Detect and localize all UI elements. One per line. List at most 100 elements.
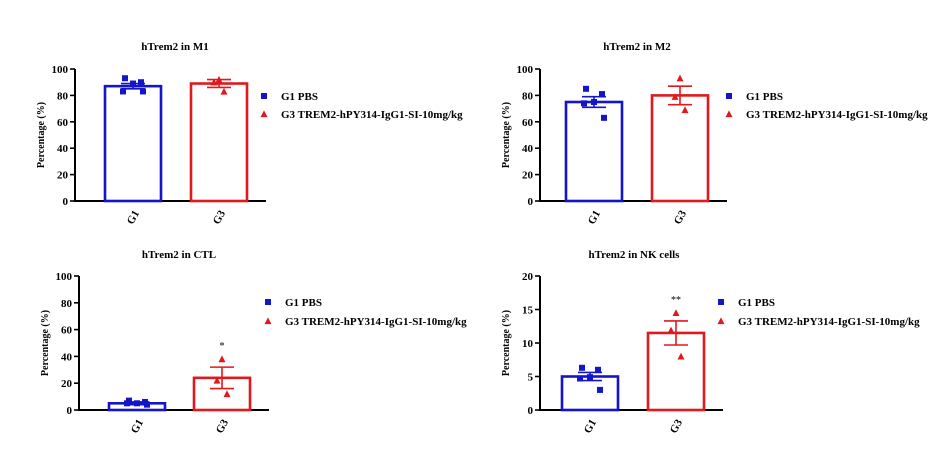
bar-g3: ** <box>646 295 706 412</box>
y-tick-label: 0 <box>528 405 534 417</box>
data-point <box>579 364 585 371</box>
legend-marker-g1 <box>726 93 732 99</box>
data-point <box>140 88 146 95</box>
y-axis-label: Percentage (%) <box>36 102 47 168</box>
data-point <box>677 352 685 360</box>
legend-label: G1 PBS <box>281 91 318 103</box>
y-tick-label: 100 <box>517 64 534 76</box>
bar-rect <box>560 375 620 412</box>
y-tick-label: 100 <box>52 64 69 76</box>
x-tick-label: G3 <box>211 208 229 227</box>
data-point <box>601 114 607 121</box>
legend-label: G1 PBS <box>746 91 783 103</box>
bar-rect <box>564 100 624 203</box>
y-tick-label: 80 <box>522 90 534 102</box>
legend: G1 PBS G3 TREM2-hPY314-IgG1-SI-10mg/kg <box>264 297 467 328</box>
data-point <box>581 100 587 107</box>
data-point <box>124 400 130 407</box>
y-tick-label: 60 <box>522 117 534 129</box>
bar-g1 <box>103 75 163 203</box>
legend-label: G1 PBS <box>285 297 322 309</box>
bar-rect <box>650 94 710 203</box>
data-point <box>681 106 689 114</box>
significance-marker: ** <box>671 295 681 306</box>
x-tick-label: G1 <box>586 208 603 226</box>
data-point <box>676 74 684 82</box>
legend-marker-g3 <box>717 317 725 325</box>
x-tick-label: G3 <box>214 417 232 436</box>
y-tick-label: 20 <box>57 170 69 182</box>
x-tick-label: G1 <box>582 417 599 435</box>
data-point <box>583 85 589 92</box>
bar-g1 <box>564 85 624 203</box>
legend-label: G3 TREM2-hPY314-IgG1-SI-10mg/kg <box>285 316 467 328</box>
legend: G1 PBS G3 TREM2-hPY314-IgG1-SI-10mg/kg <box>725 91 928 121</box>
chart-title: hTrem2 in NK cells <box>589 249 681 261</box>
bar-g1 <box>107 397 167 412</box>
y-tick-label: 5 <box>528 372 534 384</box>
y-tick-label: 20 <box>61 378 73 390</box>
y-tick-label: 100 <box>56 271 73 283</box>
legend-label: G3 TREM2-hPY314-IgG1-SI-10mg/kg <box>281 109 463 121</box>
significance-marker: * <box>220 341 225 352</box>
legend-marker-g1 <box>265 299 271 305</box>
y-tick-label: 15 <box>522 305 534 317</box>
data-point <box>587 374 593 381</box>
data-point <box>130 80 136 87</box>
bar-rect <box>189 82 249 203</box>
data-point <box>134 400 140 407</box>
x-tick-label: G1 <box>125 208 142 226</box>
x-tick-label: G3 <box>672 208 690 227</box>
data-point <box>120 88 126 95</box>
legend: G1 PBS G3 TREM2-hPY314-IgG1-SI-10mg/kg <box>717 297 920 328</box>
y-axis-label: Percentage (%) <box>40 310 51 376</box>
data-point <box>210 78 218 86</box>
chart-panel-1: hTrem2 in M1 0 20 40 60 80 100 Percentage (%) G1… <box>36 41 463 227</box>
legend-marker-g3 <box>260 110 268 118</box>
y-tick-label: 60 <box>57 117 69 129</box>
bar-g3 <box>650 74 710 203</box>
data-point <box>597 386 603 393</box>
data-point <box>144 401 150 408</box>
legend-marker-g1 <box>261 93 267 99</box>
y-axis-label: Percentage (%) <box>501 102 512 168</box>
data-point <box>595 366 601 373</box>
data-point <box>215 75 223 83</box>
data-point <box>122 75 128 82</box>
data-point <box>599 91 605 98</box>
x-tick-label: G3 <box>668 417 686 436</box>
chart-title: hTrem2 in M2 <box>603 41 671 53</box>
y-tick-label: 0 <box>528 196 534 208</box>
legend-marker-g3 <box>264 317 272 325</box>
y-tick-label: 80 <box>61 298 73 310</box>
data-point <box>138 79 144 86</box>
bar-g3 <box>189 75 249 203</box>
data-point <box>223 390 231 398</box>
chart-title: hTrem2 in M1 <box>141 41 208 53</box>
legend-label: G3 TREM2-hPY314-IgG1-SI-10mg/kg <box>746 109 928 121</box>
x-tick-label: G1 <box>129 417 146 435</box>
chart-panel-3: hTrem2 in CTL 0 20 40 60 80 100 Percentage (%) G… <box>40 249 467 436</box>
bar-g1 <box>560 364 620 412</box>
data-point <box>672 309 680 316</box>
y-tick-label: 20 <box>522 271 534 283</box>
bar-rect <box>103 84 163 203</box>
y-tick-label: 0 <box>67 405 73 417</box>
data-point <box>667 326 675 334</box>
y-axis-label: Percentage (%) <box>501 310 512 376</box>
chart-panel-4: hTrem2 in NK cells 0 5 10 15 20 Percentage (%)… <box>501 249 920 436</box>
data-point <box>577 375 583 382</box>
y-tick-label: 40 <box>61 351 73 363</box>
y-tick-label: 20 <box>522 170 534 182</box>
legend-marker-g3 <box>725 110 733 118</box>
legend-label: G3 TREM2-hPY314-IgG1-SI-10mg/kg <box>738 316 920 328</box>
legend-marker-g1 <box>718 299 724 305</box>
data-point <box>591 99 597 105</box>
bar-g3: * <box>192 341 252 412</box>
data-point <box>220 87 228 95</box>
y-tick-label: 10 <box>522 338 534 350</box>
y-tick-label: 0 <box>63 196 69 208</box>
y-tick-label: 40 <box>57 143 69 155</box>
